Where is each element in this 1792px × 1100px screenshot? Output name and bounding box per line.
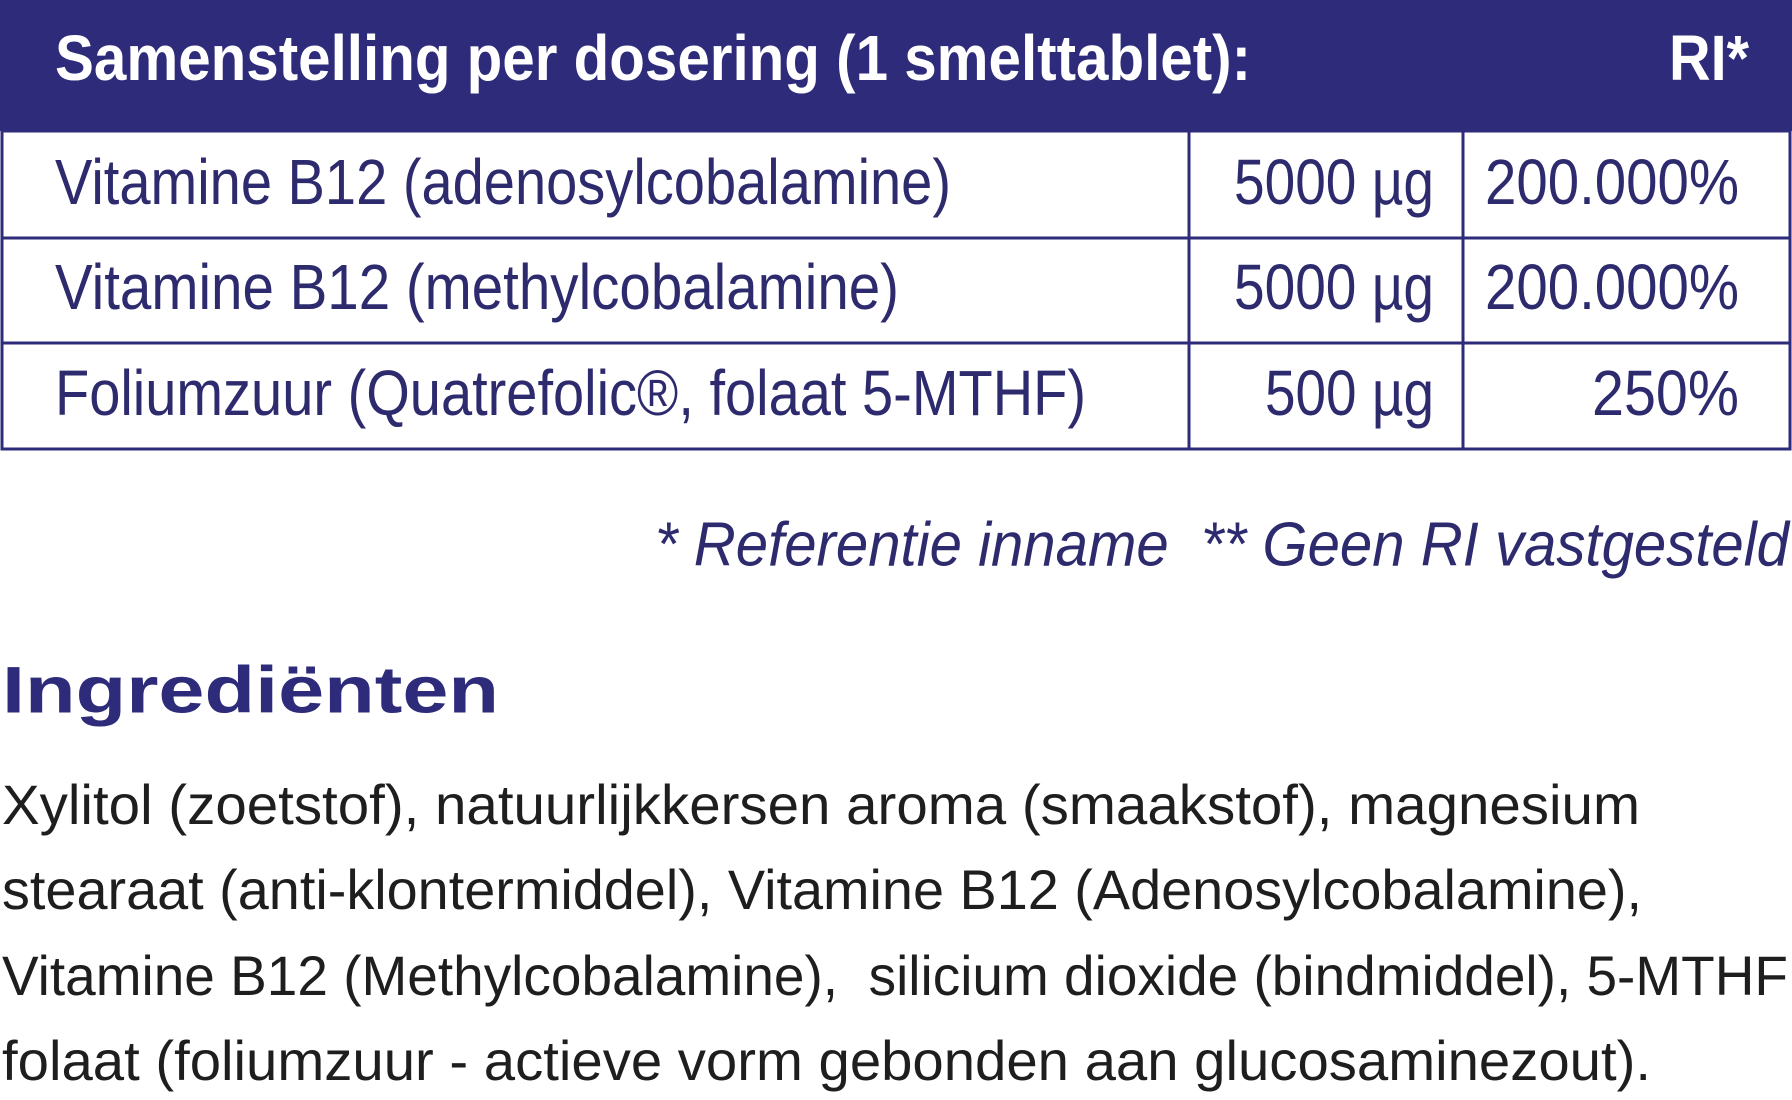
nutrient-ri: 250% (1592, 357, 1739, 429)
ingredients-line: stearaat (anti-klontermiddel), Vitamine … (2, 858, 1642, 921)
footnote: * Referentie inname ** Geen RI vastgeste… (655, 510, 1791, 579)
header-title: Samenstelling per dosering (1 smelttable… (55, 22, 1251, 94)
nutrient-amount: 500 µg (1265, 357, 1434, 429)
nutrient-amount: 5000 µg (1234, 251, 1434, 323)
nutrient-ri: 200.000% (1485, 146, 1739, 218)
table-grid (0, 129, 1792, 451)
ingredients-line: Xylitol (zoetstof), natuurlijkkersen aro… (2, 773, 1640, 836)
nutrient-name: Vitamine B12 (methylcobalamine) (55, 251, 899, 323)
ingredients-line: Vitamine B12 (Methylcobalamine), siliciu… (2, 944, 1788, 1007)
table-header-bg (0, 0, 1792, 131)
ingredients-line: folaat (foliumzuur - actieve vorm gebond… (2, 1029, 1651, 1092)
header-ri: RI* (1669, 22, 1749, 94)
table-border (0, 129, 1792, 451)
ingredients-title: Ingrediënten (2, 652, 499, 726)
nutrient-name: Vitamine B12 (adenosylcobalamine) (55, 146, 951, 218)
nutrient-name: Foliumzuur (Quatrefolic®, folaat 5-MTHF) (55, 357, 1086, 429)
nutrient-amount: 5000 µg (1234, 146, 1434, 218)
nutrient-ri: 200.000% (1485, 251, 1739, 323)
